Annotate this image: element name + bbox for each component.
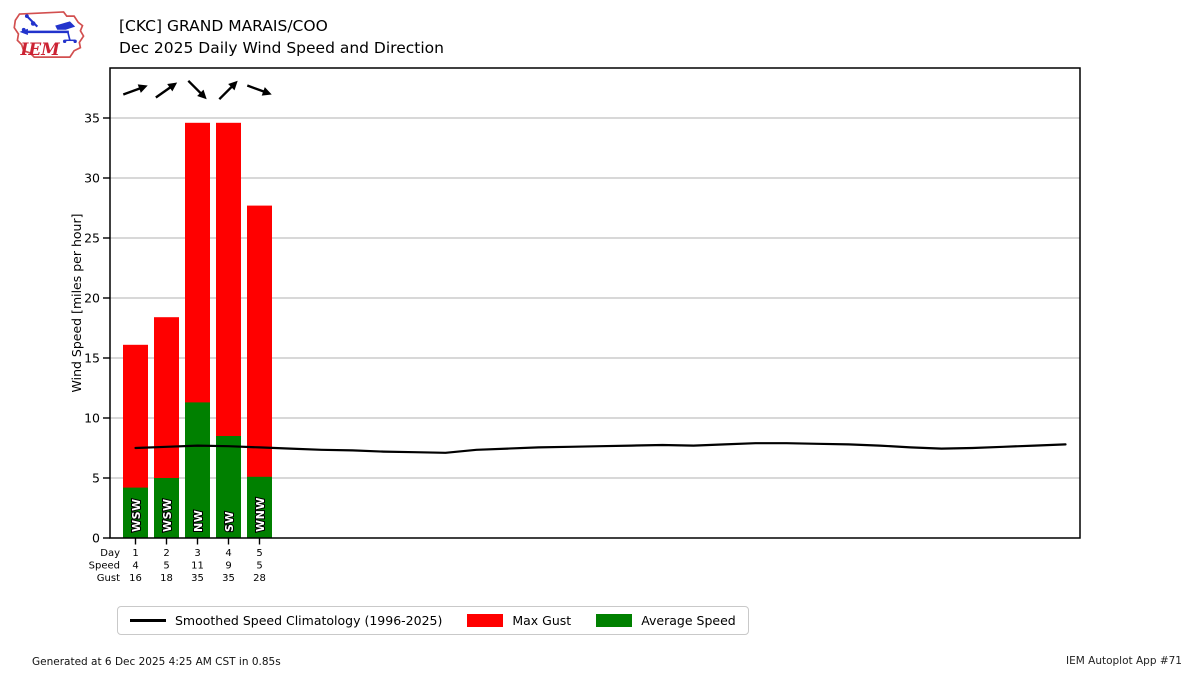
legend-label-average-speed: Average Speed (641, 613, 736, 628)
station-title: [CKC] GRAND MARAIS/COO (119, 17, 328, 35)
legend-label-climatology: Smoothed Speed Climatology (1996-2025) (175, 613, 443, 628)
table-cell-day-day-2: 2 (163, 548, 169, 559)
direction-labels: WSW WSW NW SW WNW (129, 496, 268, 533)
table-cell-gust-day-1: 16 (129, 573, 142, 584)
wind-arrowhead-day-1 (137, 84, 148, 93)
wind-arrow-day-5 (246, 84, 267, 94)
avg-speed-bar-day-4 (216, 436, 241, 538)
legend: Smoothed Speed Climatology (1996-2025) M… (117, 606, 749, 635)
y-tick-label-25: 25 (84, 231, 100, 246)
app-attribution: IEM Autoplot App #71 (1066, 655, 1182, 667)
climatology-line-group (134, 442, 1067, 454)
wind-arrowhead-day-2 (167, 82, 178, 92)
generated-timestamp: Generated at 6 Dec 2025 4:25 AM CST in 0… (32, 656, 281, 668)
table-cell-day-day-5: 5 (256, 548, 262, 559)
table-cell-gust-day-5: 28 (253, 573, 266, 584)
avg-speed-bar-day-1 (123, 487, 148, 538)
dir-label-day-1: WSW (130, 498, 143, 532)
table-cell-speed-day-4: 9 (225, 561, 231, 572)
plot-frame (109, 67, 1081, 539)
y-axis-ticks: 0 5 10 15 20 25 30 35 (84, 111, 110, 546)
table-cell-gust-day-3: 35 (191, 573, 204, 584)
wind-arrowhead-day-4 (228, 80, 238, 91)
table-cell-gust-day-4: 35 (222, 573, 235, 584)
avg-speed-bar-day-2 (154, 478, 179, 538)
x-axis-ticks (134, 538, 261, 545)
legend-item-climatology: Smoothed Speed Climatology (1996-2025) (130, 613, 442, 628)
logo-text: IEM (20, 39, 61, 59)
table-cell-speed-day-3: 11 (191, 561, 204, 572)
table-cell-day-day-1: 1 (132, 548, 138, 559)
wind-arrow-day-3 (187, 79, 204, 96)
dir-label-day-4: SW (223, 511, 236, 532)
dir-label-day-5: WNW (254, 497, 267, 532)
table-cell-speed-day-1: 4 (132, 561, 138, 572)
climatology-line (134, 442, 1067, 454)
bars (123, 122, 272, 539)
legend-label-max-gust: Max Gust (512, 613, 572, 628)
table-cell-speed-day-5: 5 (256, 561, 262, 572)
climatology-line-swatch (130, 619, 166, 622)
y-tick-label-35: 35 (84, 111, 100, 126)
chart-subtitle: Dec 2025 Daily Wind Speed and Direction (119, 39, 444, 57)
y-tick-label-5: 5 (92, 471, 100, 486)
weather-vane-icon (19, 14, 77, 44)
y-tick-label-15: 15 (84, 351, 100, 366)
dir-label-day-3: NW (192, 510, 205, 532)
table-row-header-day: Day (100, 548, 120, 559)
table-row-header-speed: Speed (89, 561, 120, 572)
average-speed-swatch (596, 614, 633, 627)
avg-speed-bar-day-3 (185, 402, 210, 538)
iem-logo: IEM (13, 11, 85, 59)
legend-item-average-speed: Average Speed (596, 613, 736, 628)
dir-label-day-2: WSW (161, 498, 174, 532)
table-cell-day-day-4: 4 (225, 548, 231, 559)
wind-arrow-day-1 (122, 86, 143, 96)
wind-arrow-day-4 (218, 84, 235, 101)
wind-arrowhead-day-5 (261, 87, 272, 96)
table-cell-speed-day-2: 5 (163, 561, 169, 572)
y-tick-label-0: 0 (92, 531, 100, 546)
legend-item-max-gust: Max Gust (467, 613, 571, 628)
avg-speed-bar-day-5 (247, 476, 272, 538)
table-cell-day-day-3: 3 (194, 548, 200, 559)
y-tick-label-20: 20 (84, 291, 100, 306)
table-cell-gust-day-2: 18 (160, 573, 173, 584)
table-row-header-gust: Gust (97, 573, 120, 584)
y-axis-label: Wind Speed [miles per hour] (69, 214, 84, 393)
wind-arrow-day-2 (155, 85, 173, 99)
y-tick-label-30: 30 (84, 171, 100, 186)
max-gust-swatch (467, 614, 504, 627)
direction-arrows (122, 79, 272, 101)
wind-arrowhead-day-3 (197, 89, 207, 100)
y-tick-label-10: 10 (84, 411, 100, 426)
